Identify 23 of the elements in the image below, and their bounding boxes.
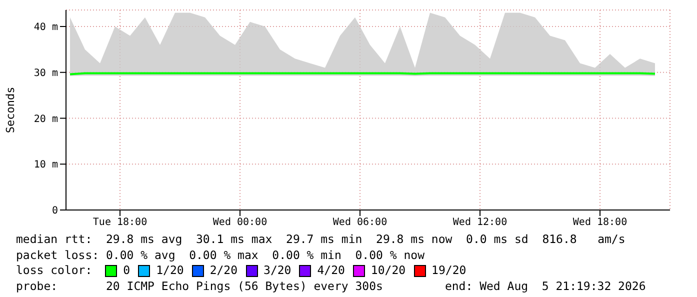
y-tick-label: 0 — [52, 206, 58, 217]
text: 2/20 — [210, 263, 238, 278]
text: 0 — [123, 263, 130, 278]
x-tick-label: Wed 12:00 — [452, 217, 508, 228]
y-tick-label: 40 m — [34, 22, 58, 34]
x-tick-label: Wed 18:00 — [572, 217, 628, 228]
x-tick-label: Wed 00:00 — [212, 217, 268, 228]
y-tick-label: 30 m — [34, 68, 58, 79]
text: loss color: — [16, 263, 92, 278]
text: 1/20 — [156, 263, 184, 278]
text: end: Wed Aug 5 21:19:32 2026 — [444, 278, 646, 294]
text: median rtt: 29.8 ms avg 30.1 ms max 29.7 ms min 29.8 ms now 0.0 ms sd 816.8 am/s — [16, 232, 626, 248]
x-tick-label: Wed 06:00 — [332, 217, 388, 228]
text: probe: 20 ICMP Echo Pings (56 Bytes) every 300s — [16, 278, 383, 294]
y-tick-label: 20 m — [34, 114, 58, 125]
y-tick-label: 10 m — [34, 160, 58, 171]
x-tick-label: Tue 18:00 — [92, 217, 148, 228]
text: 3/20 — [264, 263, 292, 278]
text: 4/20 — [317, 263, 345, 278]
text: packet loss: 0.00 % avg 0.00 % max 0.00 % min 0.00 % now — [16, 248, 426, 263]
text: 10/20 — [370, 263, 406, 278]
y-axis-title: Seconds — [4, 86, 17, 134]
text: 19/20 — [432, 263, 466, 278]
